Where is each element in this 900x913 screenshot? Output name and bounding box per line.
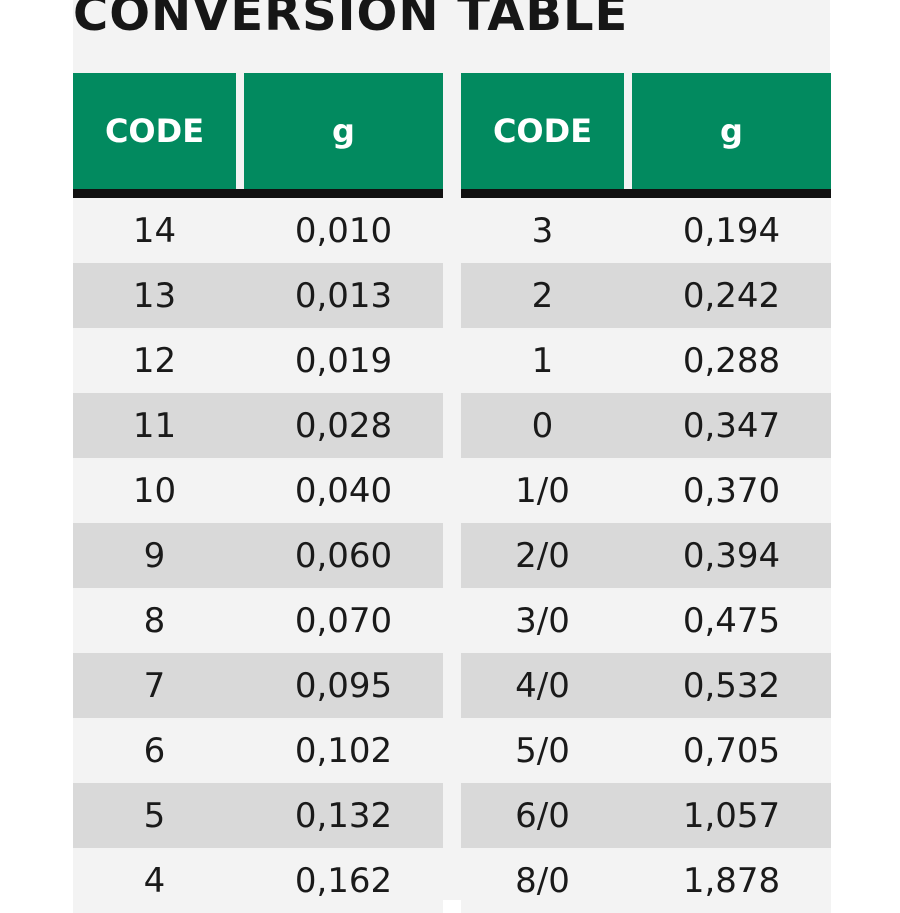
header-grams: g [632, 73, 831, 189]
code-cell: 8/0 [515, 860, 570, 901]
table-row: 6 0,102 [73, 718, 443, 783]
grams-cell: 0,028 [294, 405, 393, 446]
grams-cell: 0,013 [294, 275, 393, 316]
table-body: 14 0,010 13 0,013 12 0,019 11 0,028 10 0,040 9 0,06… [73, 198, 443, 913]
table-row: 4/0 0,532 [461, 653, 831, 718]
table-row: 4 0,162 [73, 848, 443, 913]
code-cell: 4 [143, 860, 166, 901]
code-cell: 3 [531, 210, 554, 251]
grams-cell: 0,705 [682, 730, 781, 771]
table-row: 11 0,028 [73, 393, 443, 458]
code-cell: 12 [132, 340, 177, 381]
table-row: 7 0,095 [73, 653, 443, 718]
grams-cell: 0,532 [682, 665, 781, 706]
table-row: 5/0 0,705 [461, 718, 831, 783]
conversion-table-right: CODE g 3 0,194 2 0,242 1 0,288 0 0,347 1/0 0,370 2… [461, 73, 831, 913]
table-row: 0 0,347 [461, 393, 831, 458]
conversion-table-left: CODE g 14 0,010 13 0,013 12 0,019 11 0,028 10 0,0… [73, 73, 443, 913]
grams-cell: 0,162 [294, 860, 393, 901]
table-row: 13 0,013 [73, 263, 443, 328]
code-cell: 1 [531, 340, 554, 381]
code-cell: 3/0 [515, 600, 570, 641]
table-row: 8 0,070 [73, 588, 443, 653]
code-cell: 14 [132, 210, 177, 251]
grams-cell: 0,475 [682, 600, 781, 641]
table-row: 10 0,040 [73, 458, 443, 523]
table-row: 3 0,194 [461, 198, 831, 263]
table-header: CODE g [73, 73, 443, 198]
table-row: 1/0 0,370 [461, 458, 831, 523]
code-cell: 2/0 [515, 535, 570, 576]
code-cell: 11 [132, 405, 177, 446]
code-cell: 10 [132, 470, 177, 511]
grams-cell: 0,132 [294, 795, 393, 836]
grams-cell: 0,040 [294, 470, 393, 511]
grams-cell: 0,288 [682, 340, 781, 381]
table-row: 3/0 0,475 [461, 588, 831, 653]
table-row: 8/0 1,878 [461, 848, 831, 913]
grams-cell: 0,194 [682, 210, 781, 251]
table-row: 5 0,132 [73, 783, 443, 848]
grams-cell: 0,010 [294, 210, 393, 251]
grams-cell: 1,057 [682, 795, 781, 836]
table-row: 12 0,019 [73, 328, 443, 393]
grams-cell: 0,347 [682, 405, 781, 446]
code-cell: 5 [143, 795, 166, 836]
header-grams: g [244, 73, 443, 189]
grams-cell: 1,878 [682, 860, 781, 901]
table-row: 2 0,242 [461, 263, 831, 328]
code-cell: 8 [143, 600, 166, 641]
grams-cell: 0,019 [294, 340, 393, 381]
code-cell: 6 [143, 730, 166, 771]
code-cell: 1/0 [515, 470, 570, 511]
grams-cell: 0,095 [294, 665, 393, 706]
header-code: CODE [461, 73, 624, 189]
table-row: 14 0,010 [73, 198, 443, 263]
code-cell: 2 [531, 275, 554, 316]
code-cell: 0 [531, 405, 554, 446]
grams-cell: 0,102 [294, 730, 393, 771]
page-title: CONVERSION TABLE [73, 0, 629, 42]
code-cell: 5/0 [515, 730, 570, 771]
header-code: CODE [73, 73, 236, 189]
table-row: 9 0,060 [73, 523, 443, 588]
code-cell: 6/0 [515, 795, 570, 836]
table-header: CODE g [461, 73, 831, 198]
table-row: 2/0 0,394 [461, 523, 831, 588]
table-row: 6/0 1,057 [461, 783, 831, 848]
grams-cell: 0,070 [294, 600, 393, 641]
grams-cell: 0,370 [682, 470, 781, 511]
code-cell: 4/0 [515, 665, 570, 706]
code-cell: 7 [143, 665, 166, 706]
grams-cell: 0,242 [682, 275, 781, 316]
code-cell: 9 [143, 535, 166, 576]
grams-cell: 0,060 [294, 535, 393, 576]
code-cell: 13 [132, 275, 177, 316]
grams-cell: 0,394 [682, 535, 781, 576]
table-row: 1 0,288 [461, 328, 831, 393]
table-body: 3 0,194 2 0,242 1 0,288 0 0,347 1/0 0,370 2/0 0,394… [461, 198, 831, 913]
